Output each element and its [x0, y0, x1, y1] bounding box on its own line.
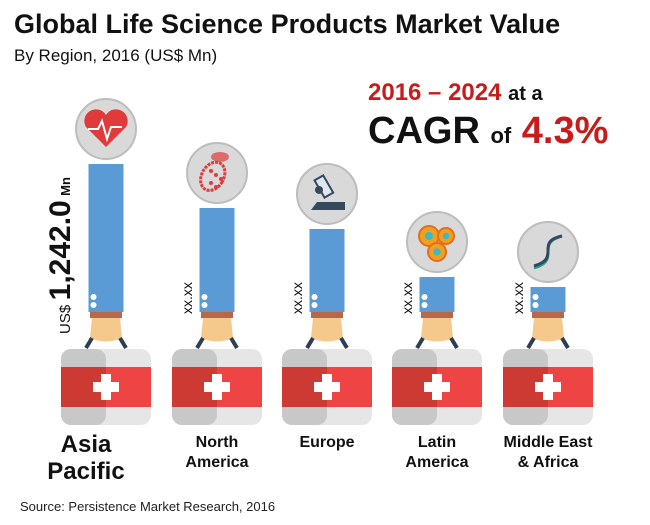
sleeve-button — [532, 302, 539, 308]
bar-0 — [88, 164, 124, 312]
cuff — [421, 312, 453, 318]
cross-icon — [204, 374, 230, 400]
value-suffix: Mn — [58, 177, 73, 196]
cagr-at-a: at a — [508, 83, 543, 105]
hand-icon — [311, 318, 343, 342]
sleeve-button — [421, 294, 428, 300]
dna-strand — [533, 234, 563, 268]
case-handle — [305, 336, 349, 350]
sleeve-button — [201, 294, 208, 300]
bacteria-dot — [214, 172, 218, 177]
sleeve-button — [90, 302, 97, 308]
hand-icon — [90, 318, 122, 342]
value-prefix: US$ — [57, 304, 74, 334]
value-label: xx.xx — [509, 282, 526, 314]
source-note: Source: Persistence Market Research, 201… — [20, 499, 276, 514]
sleeve-button — [201, 302, 208, 308]
category-label-line: Pacific — [47, 458, 125, 485]
cagr-value: 4.3% — [521, 110, 609, 152]
cuff — [532, 312, 564, 318]
cagr-years: 2016 – 2024 at a — [368, 80, 543, 107]
microscope-knob — [315, 185, 323, 194]
category-label: Asia Pacific — [21, 431, 151, 485]
bacteria-icon-circle — [186, 141, 248, 204]
cross-icon — [314, 374, 340, 400]
cuff — [311, 312, 343, 318]
sleeve-button — [532, 294, 539, 300]
category-label-line: America — [185, 454, 249, 471]
bacteria-dot — [209, 168, 213, 173]
hand-icon — [201, 318, 233, 342]
bacteria-icon — [199, 160, 227, 192]
bacteria-dot — [219, 176, 223, 181]
cross-icon — [535, 374, 561, 400]
category-label-line: America — [405, 454, 469, 471]
cagr-years-text: 2016 – 2024 — [368, 79, 502, 106]
category-label-line: Asia — [60, 431, 112, 458]
cagr-word: CAGR — [368, 110, 480, 152]
chart-title: Global Life Science Products Market Valu… — [14, 9, 561, 39]
category-label-line: Europe — [299, 434, 355, 451]
microscope-base — [311, 201, 345, 210]
cagr-of: of — [490, 123, 512, 148]
bacteria-dot — [209, 180, 213, 185]
category-label: Europe — [262, 433, 392, 473]
value-label: xx.xx — [288, 282, 305, 314]
cuff — [201, 312, 233, 318]
category-label-line: Middle East — [503, 434, 593, 451]
value-label: xx.xx — [178, 282, 195, 314]
value-number: 1,242.0 — [44, 200, 77, 301]
hand-icon — [532, 318, 564, 342]
category-label-line: North — [195, 434, 239, 451]
bacteria-dot — [214, 184, 218, 189]
chart-subtitle: By Region, 2016 (US$ Mn) — [14, 46, 218, 65]
category-label-line: Latin — [417, 434, 457, 451]
pulse-line — [88, 118, 122, 143]
cross-icon — [424, 374, 450, 400]
cagr-value-line: CAGR of 4.3% — [368, 110, 608, 157]
cross-icon — [93, 374, 119, 400]
cell-nucleus — [425, 231, 433, 240]
sleeve-button — [311, 294, 318, 300]
cell-nucleus — [442, 232, 450, 240]
heart-pulse-icon — [84, 109, 128, 147]
hand-icon — [421, 318, 453, 342]
cell-nucleus — [433, 248, 441, 256]
category-label-line: & Africa — [517, 454, 579, 471]
case-handle — [526, 336, 570, 350]
case-handle — [195, 336, 239, 350]
category-label: Middle East & Africa — [483, 433, 613, 473]
case-handle — [415, 336, 459, 350]
value-label: US$ 1,242.0 Mn — [44, 177, 78, 334]
cuff — [90, 312, 122, 318]
case-handle — [84, 336, 128, 350]
sleeve-button — [421, 302, 428, 308]
value-label: xx.xx — [398, 282, 415, 314]
category-label: North America — [152, 433, 282, 473]
sleeve-button — [90, 294, 97, 300]
sleeve-button — [311, 302, 318, 308]
small-bacteria — [211, 151, 229, 162]
category-label: Latin America — [372, 433, 502, 473]
